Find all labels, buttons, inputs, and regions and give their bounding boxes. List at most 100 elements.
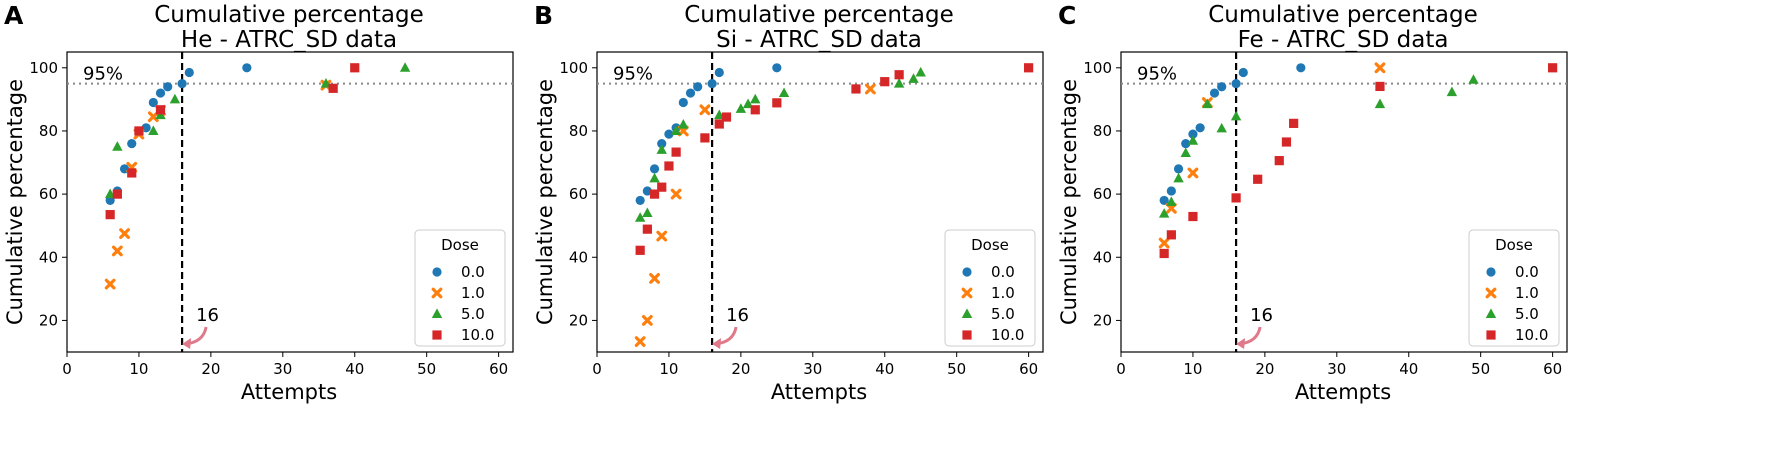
chart-b-title-line1: Cumulative percentage: [684, 2, 954, 28]
chart-b-x-tick-label: 10: [659, 360, 678, 378]
chart-b-legend-marker-5-0: [961, 308, 973, 318]
chart-c-title-line2: Fe - ATRC_SD data: [1238, 27, 1449, 53]
chart-a-svg: A Cumulative percentage He - ATRC_SD dat…: [3, 1, 514, 404]
chart-a-legend-label: 0.0: [461, 263, 485, 281]
chart-a-point-dose-1-0: [119, 228, 130, 239]
chart-b-point-dose-10-0: [649, 189, 660, 199]
chart-c-legend-title: Dose: [1495, 236, 1533, 254]
chart-b-point-dose-1-0: [641, 315, 653, 326]
chart-a-x-tick-label: 60: [489, 360, 508, 378]
chart-c-point-dose-0-0: [1217, 82, 1227, 92]
chart-c-legend-label: 0.0: [1515, 263, 1539, 281]
chart-a-legend-marker-0-0: [432, 267, 442, 277]
chart-a-legend-label: 10.0: [461, 326, 494, 344]
chart-c-point-dose-5-0: [1468, 74, 1479, 84]
chart-a-title-line1: Cumulative percentage: [154, 2, 424, 28]
chart-a-y-tick-label: 20: [39, 311, 58, 329]
chart-c-point-dose-10-0: [1548, 63, 1558, 73]
chart-a-point-dose-10-0: [350, 63, 360, 73]
chart-c-point-dose-5-0: [1202, 98, 1213, 109]
chart-b-point-dose-0-0: [642, 186, 652, 196]
chart-a-y-tick-label: 100: [29, 59, 58, 77]
chart-b-y-axis-label: Cumulative percentage: [533, 79, 557, 325]
chart-c-95-percent-label: 95%: [1137, 64, 1177, 85]
chart-b-point-dose-1-0: [864, 83, 876, 95]
chart-b-point-dose-0-0: [714, 67, 724, 78]
chart-b-legend-label: 1.0: [991, 284, 1015, 302]
chart-c-point-dose-1-0: [1374, 62, 1386, 74]
chart-c-point-dose-10-0: [1253, 174, 1263, 184]
chart-b-legend-marker-10-0: [962, 330, 972, 340]
chart-a-point-dose-10-0: [105, 210, 115, 220]
chart-b-point-dose-5-0: [735, 103, 747, 113]
panel-letter-c: C: [1058, 1, 1076, 30]
chart-c-point-dose-10-0: [1289, 118, 1299, 128]
chart-b-95-percent-label: 95%: [613, 64, 653, 85]
chart-b-threshold-arrow-head: [712, 338, 722, 349]
chart-a-threshold-arrow-head: [182, 338, 192, 349]
chart-c-point-dose-0-0: [1296, 63, 1306, 73]
chart-b-y-tick-label: 40: [569, 248, 588, 266]
chart-b-point-dose-5-0: [678, 119, 689, 129]
chart-a-point-dose-5-0: [112, 141, 123, 151]
chart-b-y-tick-label: 20: [569, 311, 588, 329]
chart-c-point-dose-0-0: [1238, 67, 1248, 78]
chart-b-point-dose-10-0: [1024, 63, 1034, 73]
chart-c-x-tick-label: 0: [1116, 360, 1126, 378]
chart-a-x-tick-label: 50: [417, 360, 436, 378]
chart-b-plot-area: 0 10 20 30 40 50 60 20 40 60 80 100 95% 16 Dose 0.0 1.0 5…: [559, 51, 1044, 378]
chart-c-point-dose-10-0: [1274, 156, 1284, 166]
chart-b-point-dose-5-0: [634, 212, 646, 222]
chart-c-legend-label: 1.0: [1515, 284, 1539, 302]
chart-c-y-tick-label: 40: [1093, 248, 1112, 266]
chart-a-y-axis-label: Cumulative percentage: [3, 79, 27, 325]
chart-c-x-tick-label: 60: [1543, 360, 1562, 378]
chart-c-point-dose-0-0: [1209, 88, 1220, 98]
chart-a-x-tick-label: 40: [345, 360, 364, 378]
chart-c-plot-area: 0 10 20 30 40 50 60 20 40 60 80 100 95% 16 Dose 0.0 1.0 5…: [1083, 51, 1568, 378]
chart-c-point-dose-5-0: [1216, 122, 1227, 133]
chart-b-svg: B Cumulative percentage Si - ATRC_SD dat…: [533, 1, 1044, 404]
chart-b-title-line2: Si - ATRC_SD data: [716, 27, 922, 53]
chart-b-point-dose-0-0: [685, 88, 696, 98]
chart-c-point-dose-5-0: [1230, 110, 1242, 121]
chart-c-legend-marker-1-0: [1485, 287, 1497, 299]
chart-a-point-dose-1-0: [111, 245, 123, 257]
chart-c-y-axis-label: Cumulative percentage: [1057, 79, 1081, 325]
chart-b-point-dose-0-0: [707, 78, 717, 89]
chart-a-point-dose-0-0: [163, 82, 173, 92]
chart-b-point-dose-5-0: [649, 172, 660, 183]
chart-c-legend-label: 5.0: [1515, 305, 1539, 323]
chart-a-point-dose-10-0: [134, 126, 144, 136]
chart-b-point-dose-10-0: [714, 119, 724, 129]
chart-a-y-tick-label: 60: [39, 185, 58, 203]
chart-c-point-dose-0-0: [1166, 186, 1176, 196]
chart-b-point-dose-5-0: [642, 207, 653, 218]
chart-c-legend-marker-0-0: [1486, 267, 1496, 277]
chart-c-point-dose-5-0: [1180, 147, 1191, 158]
chart-b-x-tick-label: 60: [1019, 360, 1038, 378]
chart-b-legend-title: Dose: [971, 236, 1009, 254]
chart-c-x-tick-label: 50: [1471, 360, 1490, 378]
chart-b-point-dose-0-0: [678, 97, 688, 108]
chart-a-point-dose-0-0: [184, 67, 194, 78]
chart-b-point-dose-10-0: [671, 147, 681, 157]
chart-b-point-dose-10-0: [700, 133, 710, 143]
chart-c-point-dose-10-0: [1188, 211, 1198, 222]
chart-b-point-dose-5-0: [750, 93, 761, 104]
chart-a-x-tick-label: 0: [62, 360, 72, 378]
chart-b-point-dose-0-0: [772, 63, 782, 73]
chart-a-point-dose-10-0: [112, 189, 122, 199]
chart-c-title-line1: Cumulative percentage: [1208, 2, 1478, 28]
chart-c-point-dose-5-0: [1173, 172, 1184, 183]
chart-b-x-tick-label: 20: [731, 360, 750, 378]
chart-b-y-tick-label: 100: [559, 59, 588, 77]
chart-c-point-dose-5-0: [1446, 86, 1458, 97]
chart-c-point-dose-0-0: [1181, 138, 1191, 149]
chart-c-y-tick-label: 100: [1083, 59, 1112, 77]
chart-b-legend-label: 0.0: [991, 263, 1015, 281]
panel-letter-a: A: [4, 1, 24, 30]
chart-b-point-dose-1-0: [670, 188, 682, 200]
chart-a-x-tick-label: 20: [201, 360, 220, 378]
chart-panel-b: B Cumulative percentage Si - ATRC_SD dat…: [530, 0, 1110, 459]
